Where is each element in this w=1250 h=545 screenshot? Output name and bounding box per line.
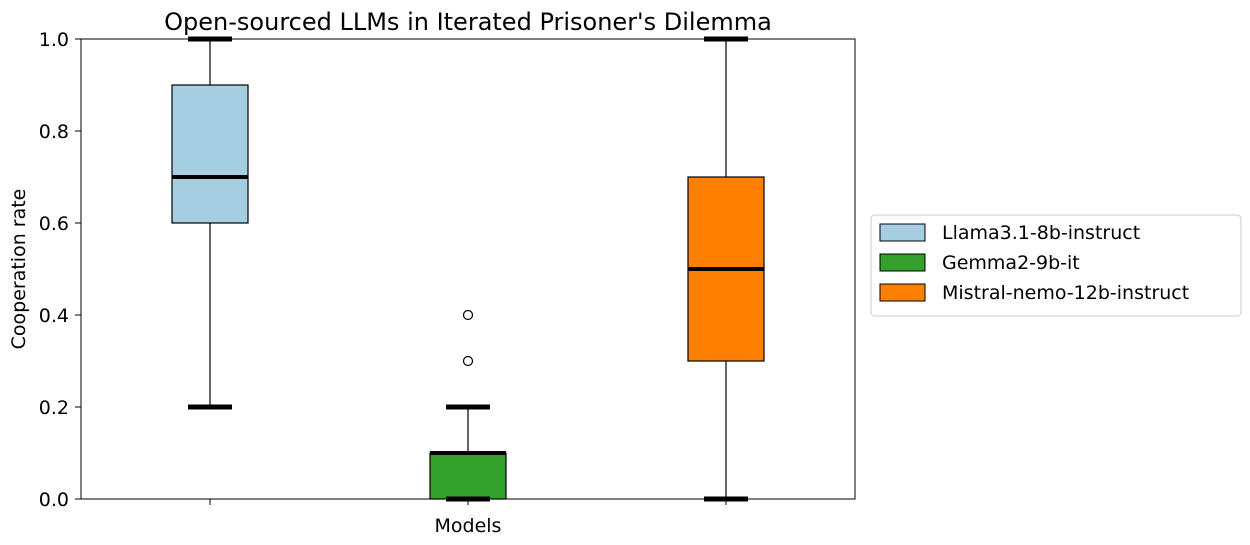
x-axis xyxy=(209,499,727,505)
legend-label: Llama3.1-8b-instruct xyxy=(942,222,1140,244)
y-tick-label: 0.6 xyxy=(39,213,69,235)
y-axis-label: Cooperation rate xyxy=(8,189,30,350)
box-3 xyxy=(687,36,765,502)
y-tick-label: 0.2 xyxy=(39,397,69,419)
box-1 xyxy=(171,36,249,410)
legend-label: Mistral-nemo-12b-instruct xyxy=(942,282,1189,304)
legend-item-2: Gemma2-9b-it xyxy=(879,252,1080,274)
y-axis: 0.0 0.2 0.4 0.6 0.8 1.0 xyxy=(39,29,81,511)
plot-area xyxy=(171,36,765,502)
box-2 xyxy=(429,309,507,502)
iqr-box xyxy=(171,84,249,224)
legend-frame xyxy=(870,214,1242,317)
legend-item-3: Mistral-nemo-12b-instruct xyxy=(879,282,1189,304)
y-tick-label: 0.4 xyxy=(39,305,69,327)
x-axis-label: Models xyxy=(435,515,502,537)
outlier-point xyxy=(462,355,474,367)
legend: Llama3.1-8b-instruct Gemma2-9b-it Mistral-… xyxy=(870,214,1242,317)
y-tick-label: 0.8 xyxy=(39,121,69,143)
legend-label: Gemma2-9b-it xyxy=(942,252,1080,274)
outlier-point xyxy=(462,309,474,321)
chart-title: Open-sourced LLMs in Iterated Prisoner's… xyxy=(164,8,772,36)
iqr-box xyxy=(429,452,507,500)
legend-swatch xyxy=(879,253,926,272)
legend-swatch xyxy=(879,223,926,242)
y-tick-label: 0.0 xyxy=(39,489,69,511)
legend-swatch xyxy=(879,283,926,302)
y-tick-label: 1.0 xyxy=(39,29,69,51)
legend-item-1: Llama3.1-8b-instruct xyxy=(879,222,1140,244)
